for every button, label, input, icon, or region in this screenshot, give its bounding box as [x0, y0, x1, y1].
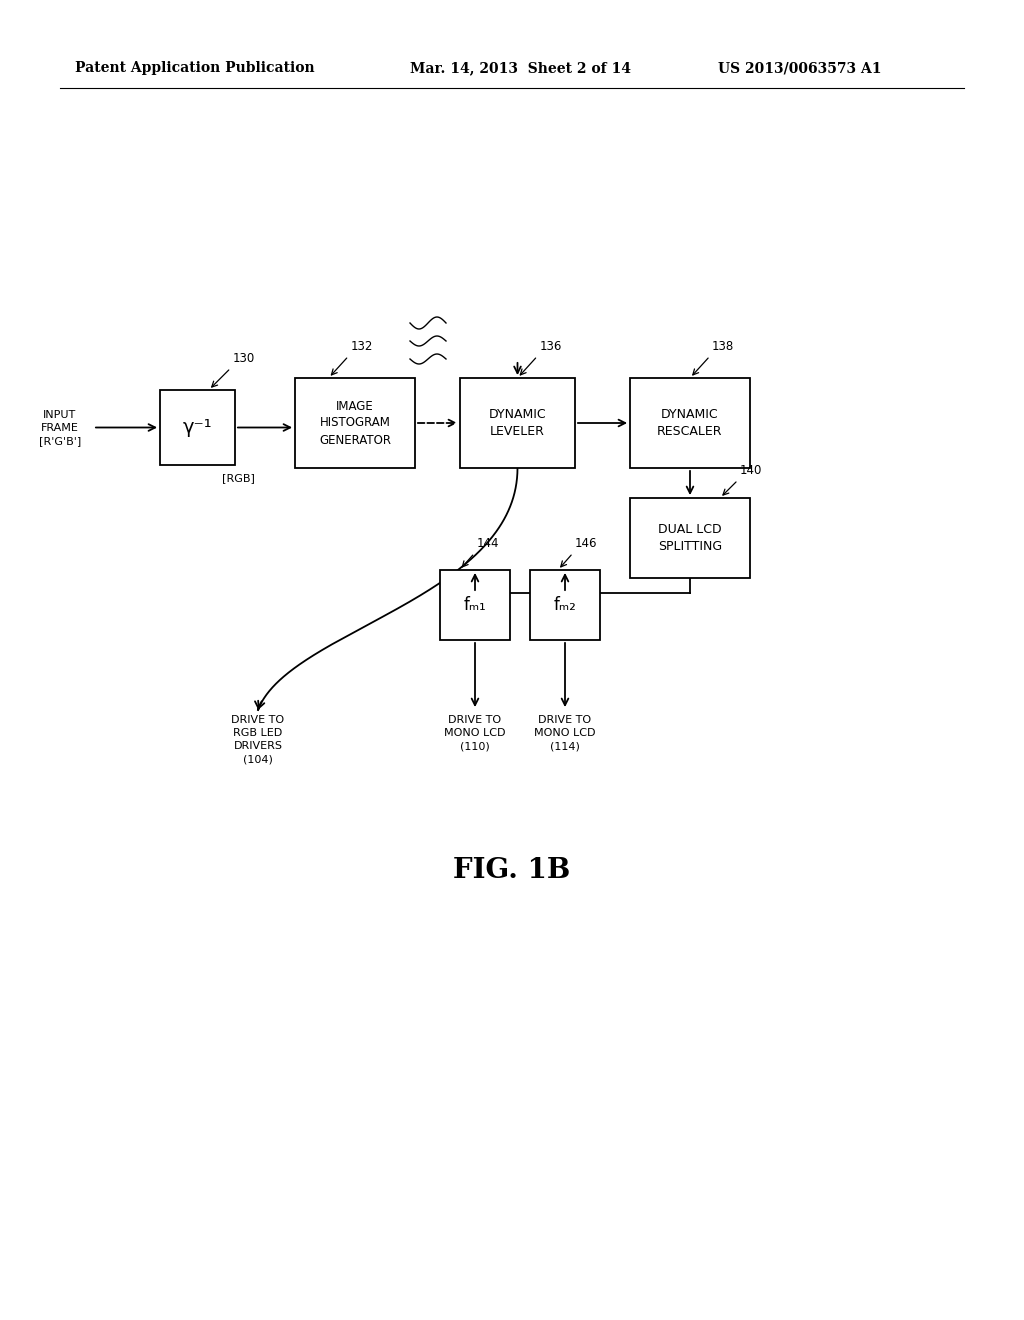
Bar [630, 378, 750, 469]
Text: DRIVE TO
RGB LED
DRIVERS
(104): DRIVE TO RGB LED DRIVERS (104) [231, 715, 285, 764]
Text: Mar. 14, 2013  Sheet 2 of 14: Mar. 14, 2013 Sheet 2 of 14 [410, 61, 631, 75]
Bar [440, 570, 510, 640]
Text: DRIVE TO
MONO LCD
(114): DRIVE TO MONO LCD (114) [535, 715, 596, 751]
Text: IMAGE
HISTOGRAM
GENERATOR: IMAGE HISTOGRAM GENERATOR [319, 400, 391, 446]
Text: 136: 136 [540, 341, 562, 352]
Text: INPUT
FRAME
[R'G'B']: INPUT FRAME [R'G'B'] [39, 409, 81, 446]
Text: DYNAMIC
RESCALER: DYNAMIC RESCALER [657, 408, 723, 438]
Text: 130: 130 [232, 352, 255, 366]
Bar [160, 389, 234, 465]
Bar [530, 570, 600, 640]
Bar [460, 378, 575, 469]
Text: fₘ₁: fₘ₁ [464, 597, 486, 614]
Text: 138: 138 [712, 341, 734, 352]
Text: 144: 144 [476, 537, 499, 550]
Text: FIG. 1B: FIG. 1B [454, 857, 570, 883]
Text: DYNAMIC
LEVELER: DYNAMIC LEVELER [488, 408, 547, 438]
Text: DUAL LCD
SPLITTING: DUAL LCD SPLITTING [658, 523, 722, 553]
Bar [630, 498, 750, 578]
Text: 146: 146 [575, 537, 597, 550]
Text: US 2013/0063573 A1: US 2013/0063573 A1 [718, 61, 882, 75]
Text: DRIVE TO
MONO LCD
(110): DRIVE TO MONO LCD (110) [444, 715, 506, 751]
Text: fₘ₂: fₘ₂ [554, 597, 577, 614]
Text: [RGB]: [RGB] [221, 473, 254, 483]
Text: γ⁻¹: γ⁻¹ [182, 418, 212, 437]
Text: 132: 132 [350, 341, 373, 352]
Text: Patent Application Publication: Patent Application Publication [75, 61, 314, 75]
Bar [295, 378, 415, 469]
Text: 140: 140 [740, 465, 763, 477]
